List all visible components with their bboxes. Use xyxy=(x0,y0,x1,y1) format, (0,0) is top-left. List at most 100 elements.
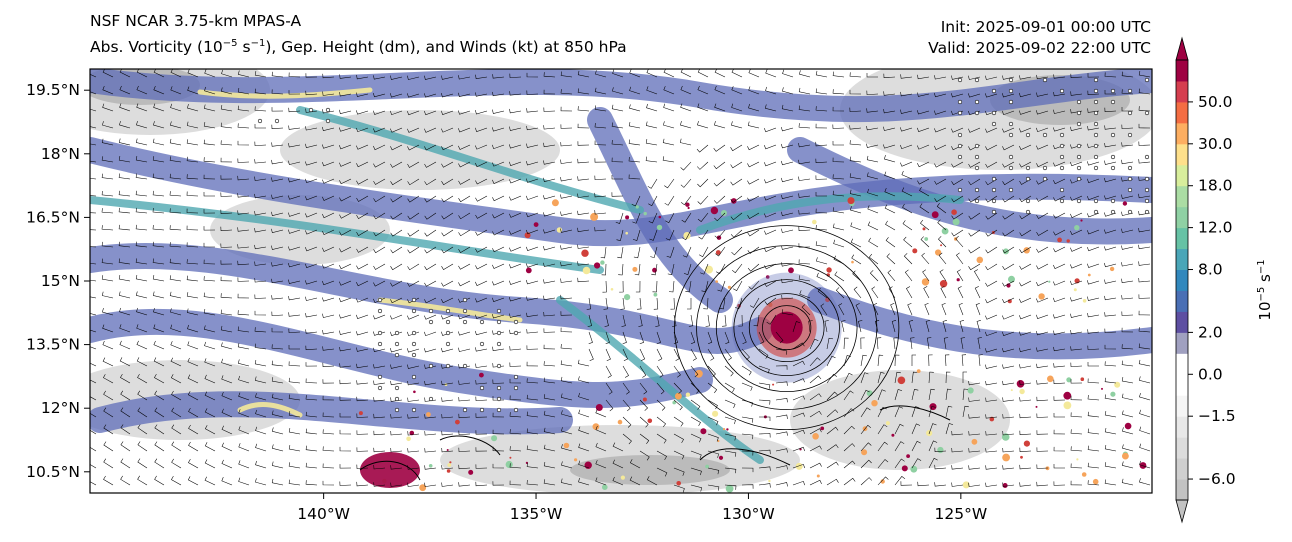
wind-barb xyxy=(639,382,648,395)
wind-barb xyxy=(934,161,947,168)
wind-barb xyxy=(288,295,301,301)
vorticity-band xyxy=(696,192,964,234)
wind-barb xyxy=(866,108,879,113)
wind-barb xyxy=(1087,462,1100,469)
wind-barb xyxy=(816,257,828,265)
vorticity-band xyxy=(237,402,303,418)
wind-barb xyxy=(639,331,644,344)
wind-barb xyxy=(663,69,675,78)
wind-barb xyxy=(390,161,403,168)
wind-barb xyxy=(186,275,199,282)
wind-barb xyxy=(356,212,369,219)
calm-wind-marker xyxy=(1127,165,1133,171)
colorbar-tick-label: 50.0 xyxy=(1198,93,1233,111)
convective-cell xyxy=(505,460,513,469)
wind-barb xyxy=(601,263,607,276)
wind-barb xyxy=(220,140,233,146)
convective-cell xyxy=(885,421,890,426)
convective-cell xyxy=(455,419,460,425)
wind-barb xyxy=(118,291,131,299)
wind-barb xyxy=(910,337,915,350)
wind-barb xyxy=(1138,193,1151,199)
wind-barb xyxy=(628,174,641,180)
wind-barb xyxy=(924,303,930,316)
wind-barb xyxy=(747,263,760,272)
wind-barb xyxy=(441,397,454,402)
wind-barb xyxy=(1036,396,1049,402)
wind-barb xyxy=(220,192,233,197)
wind-barb xyxy=(620,297,625,310)
wind-barb xyxy=(934,447,947,452)
wind-barb xyxy=(1053,74,1066,79)
wind-barb xyxy=(1070,313,1083,318)
wind-barb xyxy=(407,263,420,271)
wind-barb xyxy=(1019,246,1032,254)
wind-barb xyxy=(977,337,982,350)
wind-barb xyxy=(724,331,730,344)
wind-barb xyxy=(101,258,114,265)
wind-barb xyxy=(651,263,658,276)
wind-barb xyxy=(154,458,165,469)
calm-wind-marker xyxy=(411,407,417,413)
calm-wind-marker xyxy=(462,308,468,314)
wind-barb xyxy=(764,263,777,270)
wind-barb xyxy=(1036,212,1049,219)
wind-barb xyxy=(288,212,301,217)
wind-barb xyxy=(639,450,650,461)
wind-barb xyxy=(764,161,777,167)
wind-barb xyxy=(424,263,437,271)
wind-barb xyxy=(305,143,318,149)
wind-barb xyxy=(118,274,131,282)
wind-barb xyxy=(288,279,301,284)
valid-time: Valid: 2025-09-02 22:00 UTC xyxy=(928,39,1151,57)
wind-barb xyxy=(605,382,613,395)
calm-wind-marker xyxy=(1076,154,1082,160)
wind-barb xyxy=(187,69,199,78)
wind-barb xyxy=(238,409,250,418)
convective-cell xyxy=(1082,299,1087,303)
wind-barb xyxy=(1053,195,1066,202)
wind-barb xyxy=(135,207,148,214)
wind-barb xyxy=(322,246,335,252)
wind-barb xyxy=(356,110,369,115)
wind-barb xyxy=(373,397,386,402)
wind-barb xyxy=(356,195,369,202)
wind-barb xyxy=(407,314,420,320)
convective-cell xyxy=(851,260,854,264)
wind-barb xyxy=(826,461,839,469)
wind-barb xyxy=(680,103,692,112)
wind-barb xyxy=(730,144,743,152)
wind-barb xyxy=(1139,443,1151,452)
wind-barb xyxy=(1104,344,1117,350)
wind-barb xyxy=(288,195,301,200)
wind-barb xyxy=(815,123,828,129)
wind-barb xyxy=(170,341,182,350)
wind-barb xyxy=(356,347,369,352)
wind-barb xyxy=(731,69,743,78)
wind-barb xyxy=(237,359,250,367)
convective-cell xyxy=(1047,375,1054,383)
wind-barb xyxy=(781,211,794,217)
wind-barb xyxy=(1138,141,1151,146)
wind-barb xyxy=(775,348,788,355)
wind-barb xyxy=(577,141,590,146)
wind-barb xyxy=(635,280,641,293)
wind-barb xyxy=(271,262,284,267)
wind-barb xyxy=(1122,444,1134,452)
wind-barb xyxy=(90,91,97,95)
wind-barb xyxy=(322,329,335,335)
wind-barb xyxy=(356,447,369,452)
wind-barb xyxy=(891,320,897,333)
wind-barb xyxy=(204,358,216,367)
wind-barb xyxy=(968,75,981,80)
convective-cell xyxy=(726,428,729,431)
convective-cell xyxy=(816,474,820,478)
wind-barb xyxy=(908,320,914,333)
vorticity-band xyxy=(90,196,604,274)
wind-barb xyxy=(390,93,403,98)
wind-barb xyxy=(153,103,165,112)
calm-wind-marker xyxy=(377,374,383,380)
colorbar-segment xyxy=(1176,60,1188,82)
convective-cell xyxy=(1101,387,1103,390)
wind-barb xyxy=(1002,397,1015,402)
